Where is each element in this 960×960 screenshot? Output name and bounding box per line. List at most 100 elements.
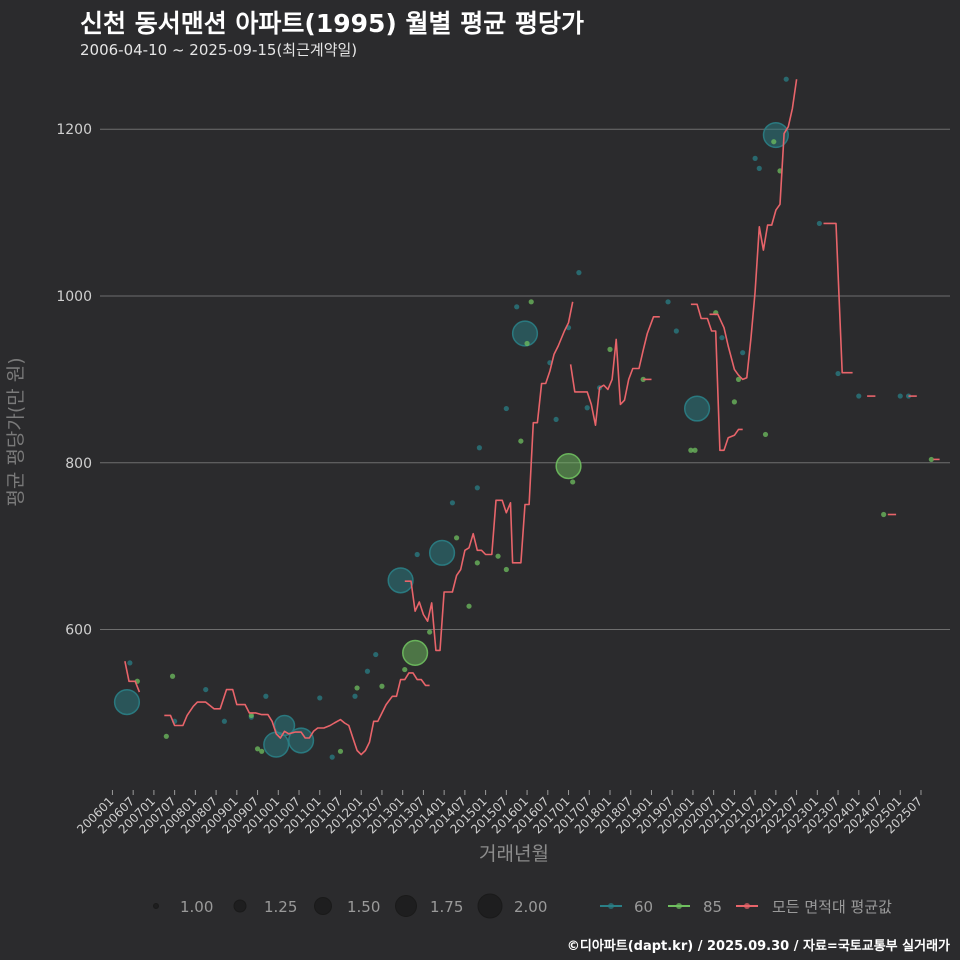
size-legend-key: [477, 893, 503, 919]
point-60: [683, 395, 711, 422]
point-85: [524, 340, 530, 347]
point-85: [259, 748, 265, 754]
point-85: [453, 535, 460, 541]
series-legend: 60 85 모든 면적대 평균값: [600, 898, 892, 916]
point-60: [414, 551, 420, 558]
point-60: [287, 727, 315, 754]
series-all-segment: [709, 79, 798, 381]
point-85: [607, 346, 613, 352]
point-60: [719, 335, 725, 341]
series-legend-dot: [744, 903, 750, 909]
point-85: [427, 629, 433, 635]
point-60: [511, 320, 539, 347]
x-axis-label: 거래년월: [479, 843, 549, 865]
series-legend-label: 60: [634, 898, 653, 916]
point-60: [329, 754, 335, 760]
y-tick-label: 600: [65, 623, 92, 639]
point-85: [928, 456, 934, 463]
x-axis-ticks: 2006012006072007012007072008012008072009…: [74, 790, 925, 837]
point-60: [428, 539, 456, 566]
point-85: [254, 746, 261, 752]
series-all-line: [124, 79, 940, 756]
point-60: [474, 485, 480, 491]
point-85: [771, 139, 777, 145]
size-legend-label: 1.75: [430, 898, 463, 916]
point-85: [528, 299, 534, 305]
point-85: [402, 639, 429, 667]
source-caption: ©디아파트(dapt.kr) / 2025.09.30 / 자료=국토교통부 실…: [566, 939, 950, 954]
point-60: [783, 76, 789, 82]
point-60: [553, 416, 559, 423]
series-legend-dot: [676, 903, 682, 909]
point-60: [221, 718, 227, 724]
size-legend-label: 1.50: [347, 898, 380, 916]
series-all-segment: [404, 301, 574, 652]
point-60: [665, 299, 671, 305]
point-60: [835, 370, 841, 377]
size-legend-label: 1.00: [180, 898, 213, 916]
point-85: [762, 431, 769, 438]
series-85-points: [134, 139, 934, 754]
point-85: [474, 560, 480, 566]
size-legend: 1.00 1.25 1.50 1.75 2.00: [153, 893, 547, 919]
size-legend-key: [233, 899, 247, 913]
point-60: [816, 220, 822, 227]
point-85: [503, 566, 509, 573]
size-legend-key: [314, 897, 332, 915]
point-60: [503, 405, 509, 412]
point-60: [514, 304, 520, 310]
series-legend-label: 모든 면적대 평균값: [772, 898, 892, 916]
series-all-segment: [569, 316, 660, 426]
point-85: [466, 603, 472, 609]
point-60: [576, 270, 582, 276]
point-85: [402, 666, 408, 673]
point-60: [584, 405, 590, 411]
point-60: [364, 668, 371, 674]
point-60: [752, 155, 758, 161]
grid-lines: [100, 128, 950, 631]
point-60: [203, 686, 209, 693]
point-60: [856, 393, 862, 399]
point-85: [555, 453, 582, 480]
size-legend-key: [395, 895, 417, 917]
point-60: [756, 165, 762, 171]
point-60: [897, 393, 903, 399]
point-60: [317, 695, 323, 701]
point-60: [273, 714, 296, 737]
point-60: [127, 660, 133, 666]
series-legend-label: 85: [703, 898, 722, 916]
series-legend-dot: [608, 903, 614, 909]
point-85: [354, 685, 360, 691]
point-85: [169, 673, 176, 679]
point-85: [688, 447, 694, 453]
point-60: [673, 328, 679, 334]
point-85: [379, 683, 385, 689]
point-85: [337, 748, 344, 754]
point-60: [449, 500, 456, 506]
series-all-segment: [823, 222, 853, 374]
point-85: [518, 438, 524, 444]
size-legend-label: 2.00: [514, 898, 547, 916]
point-85: [248, 712, 254, 719]
series-all-segment: [690, 303, 743, 452]
point-60: [113, 689, 141, 716]
series-all-segment: [124, 661, 141, 693]
point-85: [163, 733, 169, 739]
series-all-segment: [164, 672, 430, 756]
point-60: [263, 693, 269, 699]
point-60: [762, 121, 789, 149]
point-85: [731, 399, 737, 405]
series-60-points: [113, 76, 912, 760]
point-60: [387, 567, 414, 594]
point-85: [570, 479, 576, 485]
point-85: [495, 553, 501, 559]
point-85: [881, 511, 887, 518]
size-legend-key: [153, 903, 159, 909]
point-60: [740, 350, 746, 356]
point-85: [640, 376, 646, 382]
point-60: [373, 651, 379, 658]
y-tick-label: 1200: [56, 122, 92, 138]
y-axis-ticks: 600 800 1000 1200: [56, 122, 92, 638]
y-tick-label: 1000: [56, 289, 92, 305]
